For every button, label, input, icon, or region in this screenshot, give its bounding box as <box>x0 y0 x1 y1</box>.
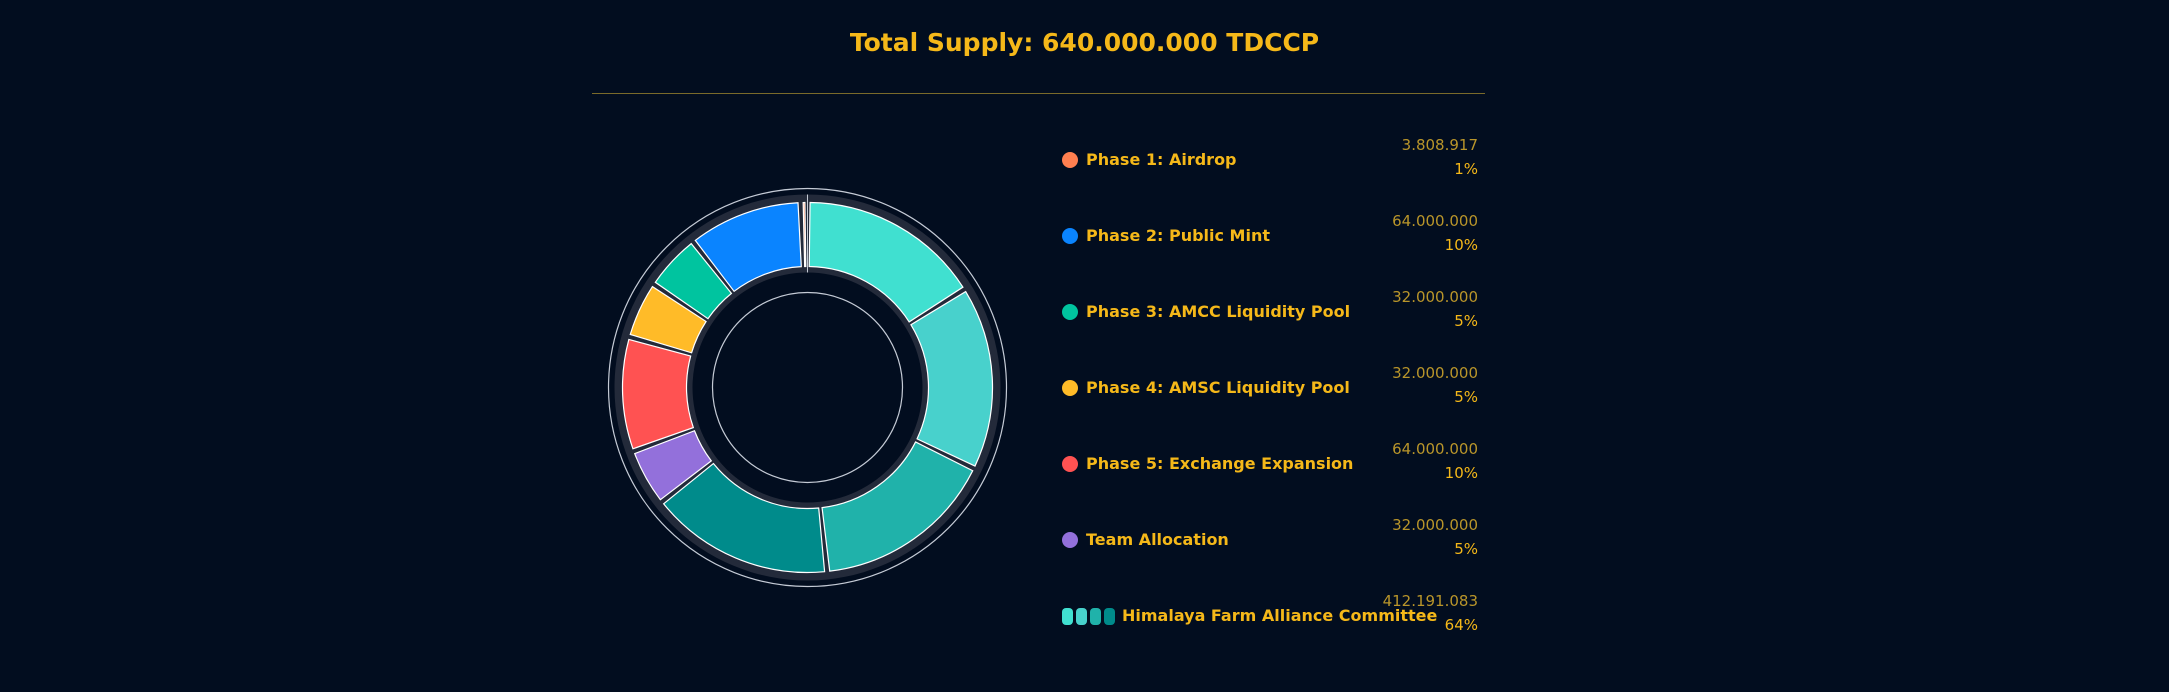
legend-item[interactable]: Phase 5: Exchange Expansion 64.000.000 10% <box>1062 436 1482 512</box>
legend-percent: 64% <box>1444 616 1478 634</box>
legend-swatch <box>1062 608 1073 625</box>
legend-item[interactable]: Team Allocation 32.000.000 5% <box>1062 512 1482 588</box>
legend-label: Phase 2: Public Mint <box>1086 226 1270 245</box>
legend-label: Phase 5: Exchange Expansion <box>1086 454 1354 473</box>
legend-label: Phase 3: AMCC Liquidity Pool <box>1086 302 1351 321</box>
legend-item[interactable]: Phase 4: AMSC Liquidity Pool 32.000.000 5% <box>1062 360 1482 436</box>
legend-label: Himalaya Farm Alliance Committee <box>1122 606 1438 625</box>
pie-slice-himalaya-2[interactable]: Himalaya Farm Alliance Committee <box>910 290 994 467</box>
pie-slice-himalaya-4[interactable]: Himalaya Farm Alliance Committee <box>662 462 826 574</box>
legend-amount: 32.000.000 <box>1392 364 1478 382</box>
legend-item[interactable]: Himalaya Farm Alliance Committee 412.191.… <box>1062 588 1482 664</box>
legend-item[interactable]: Phase 1: Airdrop 3.808.917 1% <box>1062 132 1482 208</box>
legend-item[interactable]: Phase 3: AMCC Liquidity Pool 32.000.000 5% <box>1062 284 1482 360</box>
legend-label: Phase 1: Airdrop <box>1086 150 1237 169</box>
legend-swatch <box>1090 608 1101 625</box>
pie-slice-slice-5[interactable]: Phase 5: Exchange Expansion <box>621 338 695 450</box>
legend-swatch <box>1062 228 1078 244</box>
legend-percent: 10% <box>1444 464 1478 482</box>
legend-swatch <box>1104 608 1115 625</box>
pie-slice-slice-6[interactable]: Team Allocation <box>633 429 713 501</box>
legend-percent: 5% <box>1454 388 1478 406</box>
legend-amount: 64.000.000 <box>1392 212 1478 230</box>
legend-label: Phase 4: AMSC Liquidity Pool <box>1086 378 1350 397</box>
legend-amount: 32.000.000 <box>1392 516 1478 534</box>
donut-svg: Himalaya Farm Alliance CommitteeHimalaya… <box>607 187 1008 588</box>
legend-percent: 10% <box>1444 236 1478 254</box>
legend-swatch <box>1062 532 1078 548</box>
legend-amount: 412.191.083 <box>1382 592 1478 610</box>
pie-slice-himalaya-3[interactable]: Himalaya Farm Alliance Committee <box>821 441 974 572</box>
legend-amount: 32.000.000 <box>1392 288 1478 306</box>
legend-swatch <box>1062 456 1078 472</box>
legend-swatch <box>1062 380 1078 396</box>
legend-swatch <box>1062 304 1078 320</box>
legend-swatch <box>1076 608 1087 625</box>
legend-swatch <box>1062 152 1078 168</box>
outer-ring <box>607 187 1008 588</box>
chart-legend: Phase 1: Airdrop 3.808.917 1% Phase 2: Publ… <box>1062 132 1482 664</box>
legend-amount: 3.808.917 <box>1401 136 1478 154</box>
pie-slice-slice-2[interactable]: Phase 2: Public Mint <box>694 202 802 293</box>
pie-slice-slice-4[interactable]: Phase 4: AMSC Liquidity Pool <box>629 285 707 354</box>
legend-swatch-group <box>1062 608 1115 625</box>
pie-slice-himalaya-1[interactable]: Himalaya Farm Alliance Committee <box>808 201 964 323</box>
pie-slice-slice-3[interactable]: Phase 3: AMCC Liquidity Pool <box>654 242 733 320</box>
title-divider <box>592 93 1485 94</box>
inner-ring <box>711 291 904 484</box>
legend-percent: 5% <box>1454 312 1478 330</box>
legend-percent: 5% <box>1454 540 1478 558</box>
legend-label: Team Allocation <box>1086 530 1229 549</box>
legend-amount: 64.000.000 <box>1392 440 1478 458</box>
supply-donut-chart: Himalaya Farm Alliance CommitteeHimalaya… <box>600 180 1015 595</box>
legend-item[interactable]: Phase 2: Public Mint 64.000.000 10% <box>1062 208 1482 284</box>
pie-slice-slice-1[interactable]: Phase 1: Airdrop <box>802 201 807 268</box>
legend-percent: 1% <box>1454 160 1478 178</box>
total-supply-title: Total Supply: 640.000.000 TDCCP <box>849 28 1320 57</box>
